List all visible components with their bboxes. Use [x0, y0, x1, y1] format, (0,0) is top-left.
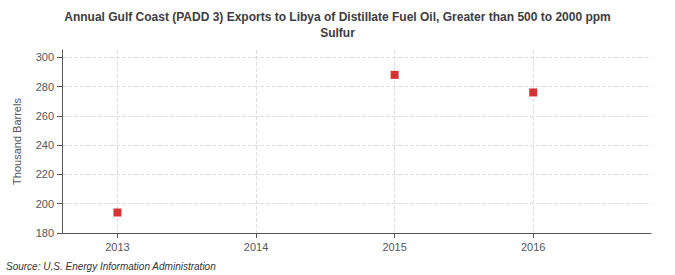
svg-text:2014: 2014 [244, 241, 268, 253]
svg-text:240: 240 [36, 139, 54, 151]
svg-text:260: 260 [36, 110, 54, 122]
svg-text:220: 220 [36, 168, 54, 180]
svg-text:2015: 2015 [382, 241, 406, 253]
svg-text:Source: U.S. Energy Informatio: Source: U.S. Energy Information Administ… [6, 261, 216, 272]
svg-text:180: 180 [36, 227, 54, 239]
svg-text:Annual Gulf Coast (PADD 3) Exp: Annual Gulf Coast (PADD 3) Exports to Li… [64, 10, 611, 24]
svg-text:2016: 2016 [521, 241, 545, 253]
svg-text:Sulfur: Sulfur [320, 26, 355, 40]
svg-text:280: 280 [36, 81, 54, 93]
svg-text:300: 300 [36, 51, 54, 63]
svg-text:200: 200 [36, 198, 54, 210]
svg-text:Thousand Barrels: Thousand Barrels [11, 98, 23, 185]
svg-text:2013: 2013 [105, 241, 129, 253]
